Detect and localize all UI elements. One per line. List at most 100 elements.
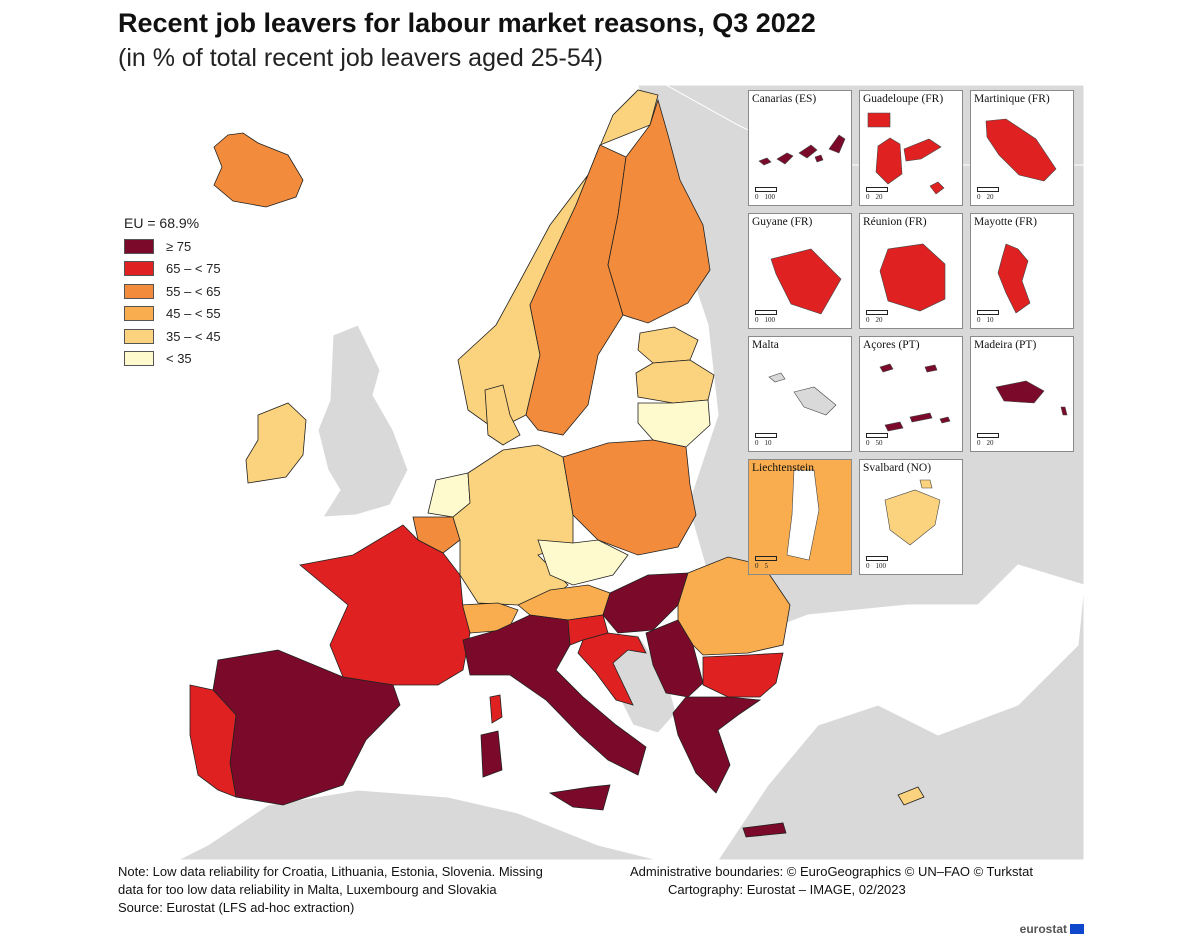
map-title: Recent job leavers for labour market rea… [118,8,816,38]
scale-label: 0 [866,562,870,570]
inset-region [758,157,772,166]
country-DK [484,384,521,446]
scale-label: 0 [977,193,981,201]
scale-bar-labels: 0 10 [755,439,777,447]
scale-label: 0 [977,316,981,324]
cartography-credit: Cartography: Eurostat – IMAGE, 02/2023 [668,882,906,897]
map-subtitle: (in % of total recent job leavers aged 2… [118,44,603,72]
country-IT [462,614,647,776]
scale-label: 20 [986,193,994,201]
inset-map: Liechtenstein 0 5 [748,459,852,575]
legend-swatch [124,283,154,299]
scale-label: 0 [866,316,870,324]
land-no-data-uk [317,324,409,518]
inset-shape [867,112,945,195]
inset-region [786,469,820,561]
scale-label: 0 [755,562,759,570]
country-GR-crete [742,822,787,838]
legend-classes: ≥ 75 65 – < 75 55 – < 65 45 – < 55 35 – < 45… [124,235,221,370]
inset-region [903,138,942,162]
scale-bar-graphic [755,310,777,315]
scale-label: 0 [866,439,870,447]
inset-region [924,364,938,373]
scale-bar-labels: 0 20 [866,316,888,324]
country-PT [189,684,237,798]
scale-bar-graphic [866,310,888,315]
inset-map: Martinique (FR) 0 20 [970,90,1074,206]
inset-maps: Canarias (ES) 0 100 Guadeloupe (FR) 0 20 Marti… [748,90,1078,578]
scale-bar-labels: 0 20 [977,439,999,447]
inset-region [909,412,933,423]
inset-region [884,489,941,546]
scale-bar: 0 100 [866,556,888,570]
inset-label: Mayotte (FR) [974,216,1037,228]
scale-bar: 0 100 [755,310,777,324]
scale-label: 10 [986,316,994,324]
scale-bar-graphic [866,187,888,192]
inset-shape [997,243,1031,314]
country-BE [412,516,461,554]
scale-bar-graphic [755,187,777,192]
legend-label: 65 – < 75 [166,261,221,277]
scale-bar-labels: 0 20 [977,193,999,201]
scale-label: 0 [977,439,981,447]
footnote-line-2: data for too low data reliability in Mal… [118,882,497,897]
country-IT-sardinia [480,730,503,778]
legend-label: ≥ 75 [166,238,192,254]
scale-label: 0 [866,193,870,201]
legend-row: ≥ 75 [124,235,221,258]
legend-row: 35 – < 45 [124,325,221,348]
inset-shape [879,243,946,312]
map-legend: EU = 68.9% ≥ 75 65 – < 75 55 – < 65 45 – < … [124,215,221,370]
inset-label: Martinique (FR) [974,93,1050,105]
scale-bar: 0 20 [866,187,888,201]
legend-row: 55 – < 65 [124,280,221,303]
inset-label: Guadeloupe (FR) [863,93,944,105]
scale-label: 20 [875,193,883,201]
legend-label: 55 – < 65 [166,283,221,299]
scale-label: 0 [755,193,759,201]
legend-swatch [124,261,154,277]
scale-bar-labels: 0 100 [755,193,777,201]
scale-bar: 0 20 [866,310,888,324]
inset-map: Malta 0 10 [748,336,852,452]
footnote-line-1: Note: Low data reliability for Croatia, … [118,864,543,879]
country-LT [637,399,711,448]
credits: Administrative boundaries: © EuroGeograp… [630,863,1033,899]
inset-region [919,479,933,489]
scale-bar: 0 50 [866,433,888,447]
legend-row: < 35 [124,348,221,371]
inset-map: Canarias (ES) 0 100 [748,90,852,206]
scale-bar-graphic [866,433,888,438]
scale-bar-labels: 0 50 [866,439,888,447]
inset-region [884,421,904,432]
inset-shape [786,469,820,561]
scale-label: 0 [755,316,759,324]
legend-swatch [124,328,154,344]
inset-shape [884,479,941,546]
scale-bar-graphic [977,433,999,438]
inset-label: Réunion (FR) [863,216,927,228]
legend-label: < 35 [166,351,192,367]
inset-region [929,181,945,195]
country-FR [299,524,471,686]
inset-label: Madeira (PT) [974,339,1037,351]
scale-bar: 0 20 [977,433,999,447]
inset-map: Svalbard (NO) 0 100 [859,459,963,575]
scale-bar: 0 20 [977,187,999,201]
scale-bar-graphic [755,556,777,561]
scale-label: 20 [986,439,994,447]
scale-bar-graphic [977,187,999,192]
eu-flag-icon [1070,924,1084,934]
inset-shape [768,372,837,416]
legend-swatch [124,238,154,254]
inset-region [828,134,846,154]
country-IS [213,132,304,208]
scale-label: 100 [764,316,776,324]
scale-bar-graphic [977,310,999,315]
legend-row: 45 – < 55 [124,303,221,326]
legend-swatch [124,306,154,322]
inset-map: Guadeloupe (FR) 0 20 [859,90,963,206]
